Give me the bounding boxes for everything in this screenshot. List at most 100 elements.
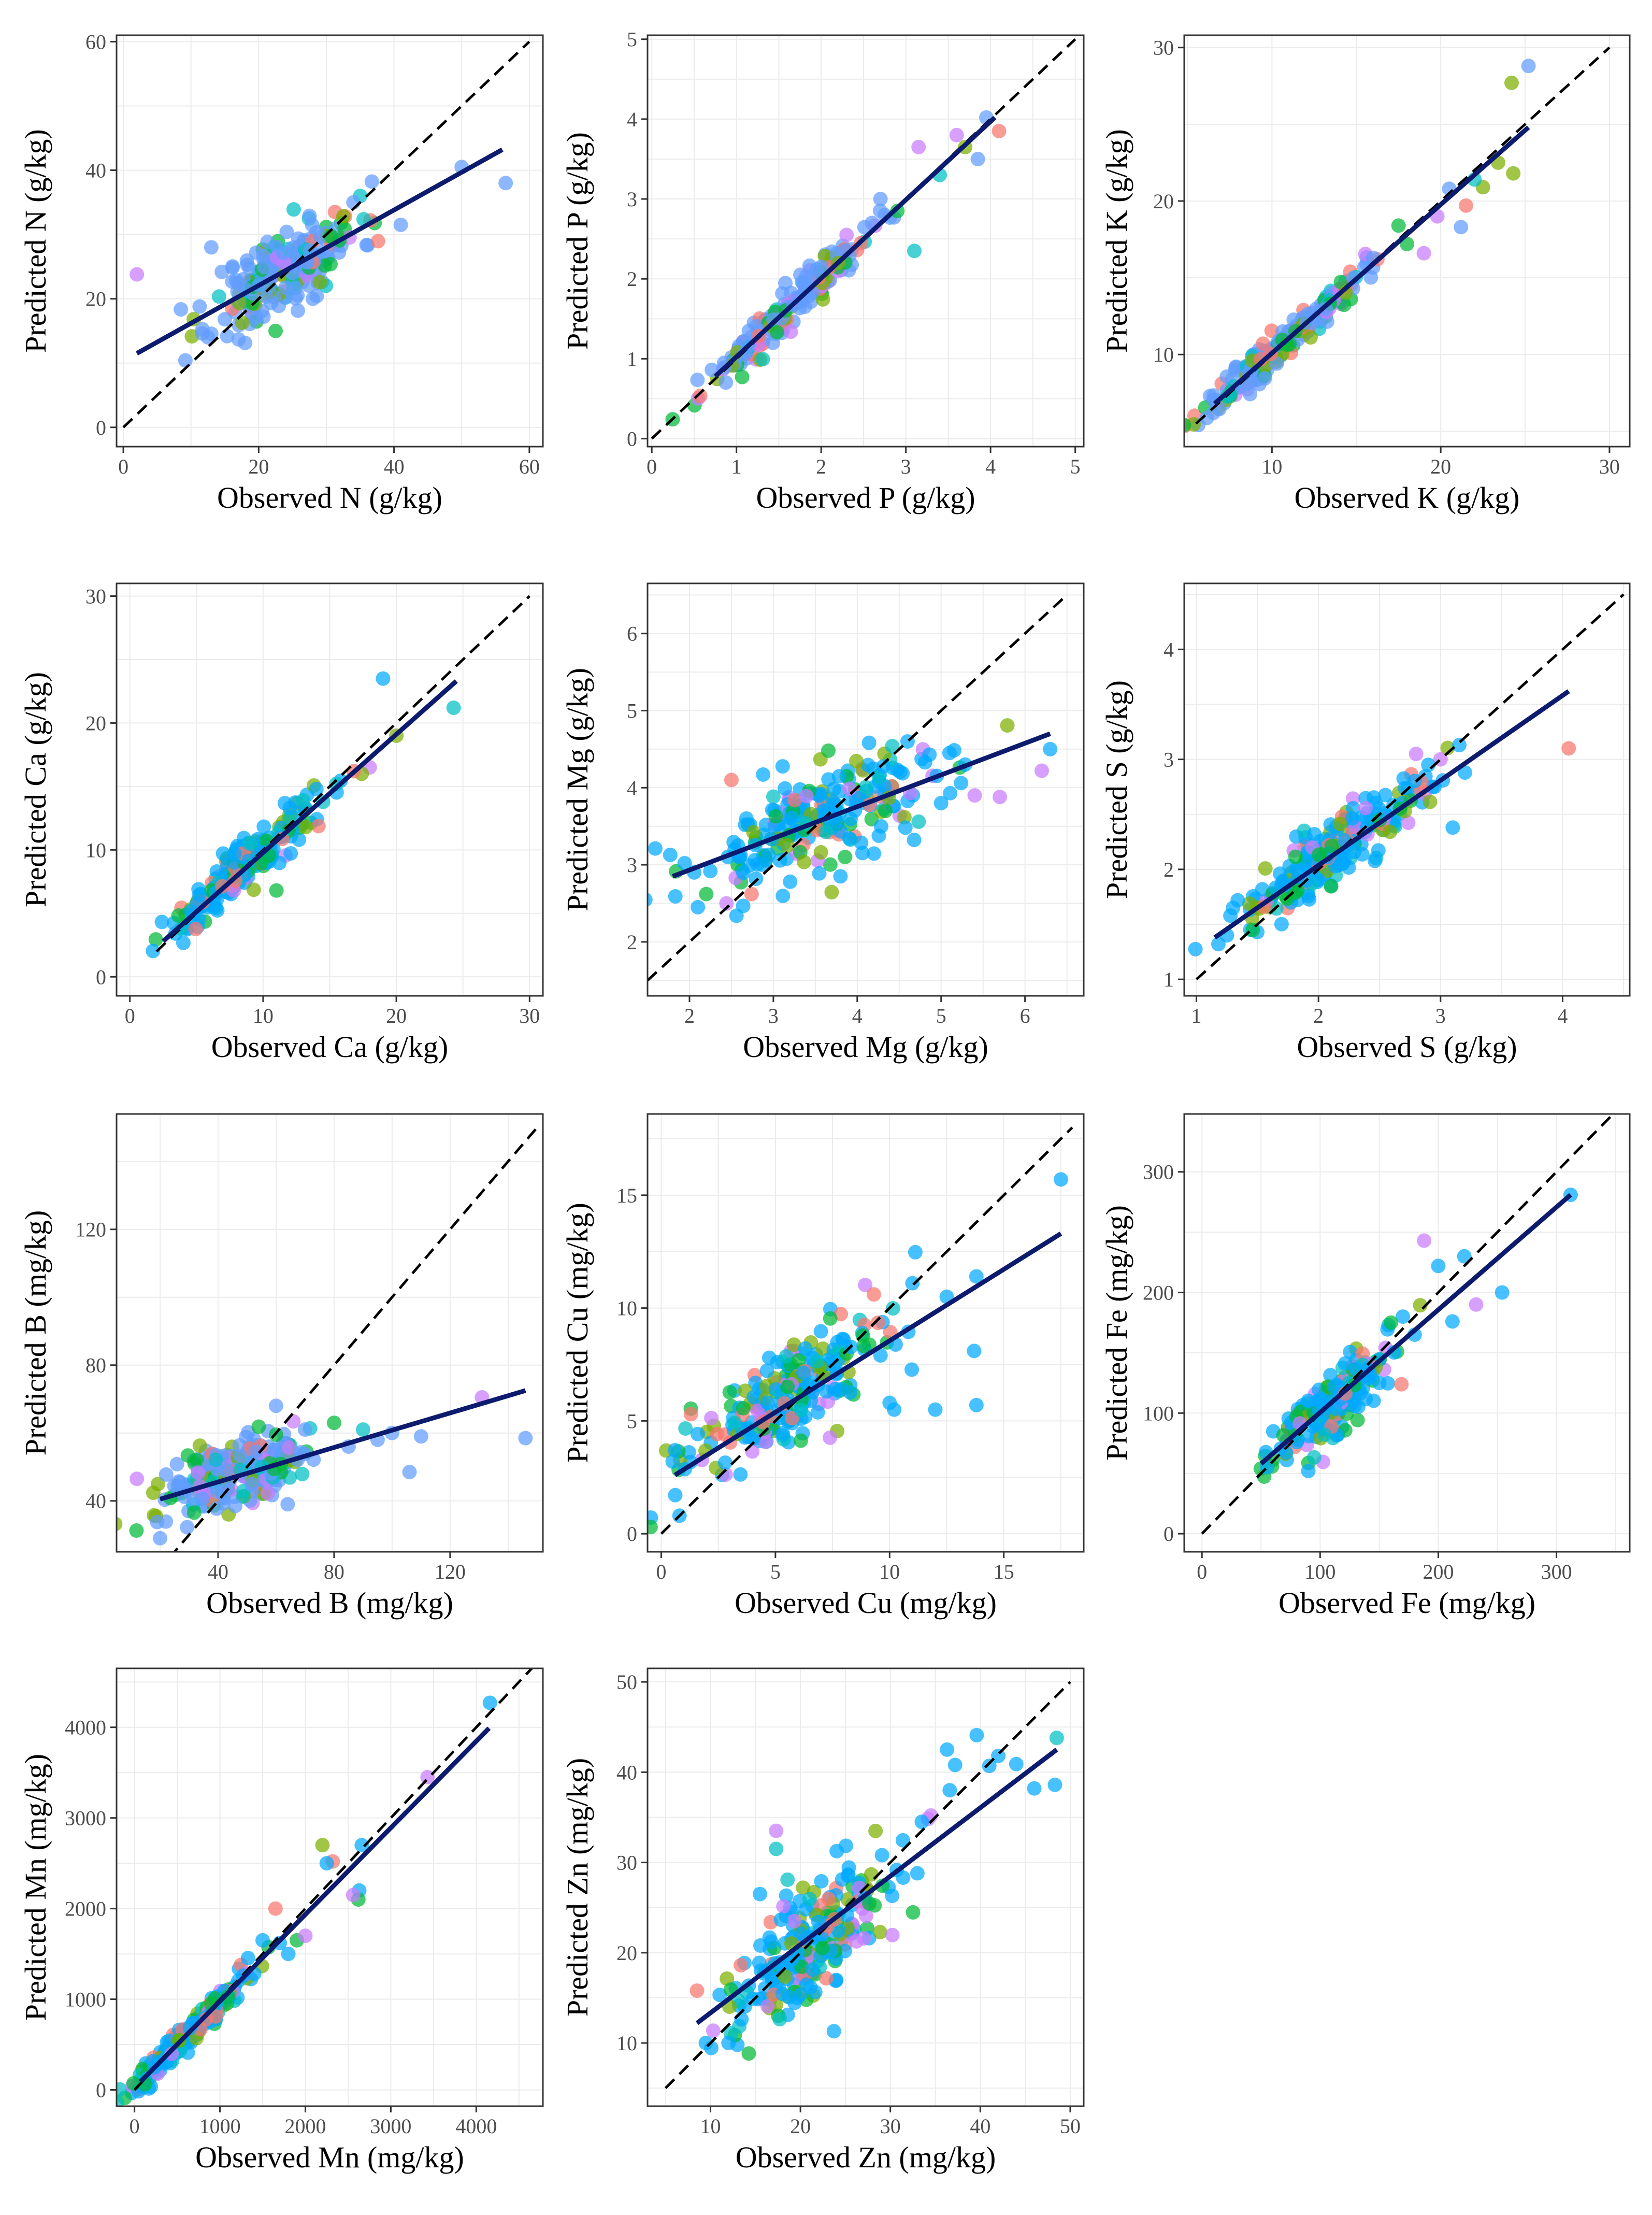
x-tick-label: 10 (1261, 455, 1282, 478)
data-point (238, 335, 253, 350)
data-point (910, 1866, 925, 1881)
data-point (227, 846, 242, 861)
y-tick-label: 2 (1163, 858, 1174, 881)
data-point (868, 1823, 883, 1838)
x-axis-title: Observed P (g/kg) (756, 481, 975, 515)
data-point (1053, 1172, 1068, 1187)
panel-border (1183, 34, 1631, 448)
data-point (1506, 166, 1521, 181)
data-point (706, 2023, 721, 2038)
data-point (1257, 371, 1272, 386)
x-tick-label: 30 (519, 1004, 540, 1027)
data-point (813, 845, 828, 860)
gridlines (1184, 35, 1630, 447)
data-point (849, 753, 864, 768)
panel-border (647, 1113, 1085, 1553)
y-axis-title: Predicted Mn (mg/kg) (19, 1754, 52, 2021)
y-tick-label: 0 (96, 2079, 106, 2102)
data-point (228, 1498, 243, 1513)
x-tick-label: 50 (1060, 2114, 1081, 2138)
data-point (779, 1349, 794, 1364)
data-point (1188, 941, 1203, 956)
data-point (722, 1385, 737, 1400)
y-tick-label: 20 (616, 1941, 637, 1965)
data-point (146, 944, 161, 959)
data-point (282, 801, 297, 816)
x-tick-label: 15 (994, 1560, 1014, 1583)
x-tick-label: 60 (519, 455, 540, 478)
data-point (188, 922, 203, 937)
data-point (907, 833, 922, 848)
data-point (993, 790, 1008, 805)
data-point (281, 1947, 296, 1962)
data-point (1384, 1315, 1399, 1330)
data-point (969, 1727, 984, 1742)
data-point (198, 2011, 213, 2026)
data-point (1307, 827, 1322, 842)
data-point (248, 1444, 263, 1459)
x-tick-label: 5 (770, 1560, 781, 1583)
data-point (1312, 1393, 1327, 1408)
data-point (821, 1891, 836, 1906)
x-tick-label: 40 (384, 455, 405, 478)
x-tick-label: 2 (816, 455, 826, 478)
data-point (783, 874, 798, 889)
data-point (648, 1520, 658, 1535)
x-axis-title: Observed Fe (mg/kg) (1278, 1586, 1535, 1620)
data-point (933, 796, 949, 811)
plot-area (1184, 1114, 1630, 1552)
data-point (1459, 198, 1474, 213)
data-point (219, 1463, 234, 1478)
data-point (180, 1448, 195, 1463)
data-point (648, 841, 663, 856)
data-point (843, 811, 858, 826)
data-point (805, 1962, 820, 1977)
panel-border (116, 34, 544, 448)
data-point (283, 846, 298, 861)
data-point (821, 743, 836, 758)
data-point (1317, 1427, 1332, 1442)
data-point (775, 759, 790, 774)
panel-border (647, 34, 1085, 448)
data-point (355, 1422, 370, 1437)
data-point (1226, 901, 1241, 916)
data-point (967, 788, 982, 803)
data-point (1311, 847, 1326, 862)
data-point (826, 2024, 841, 2039)
x-tick-label: 200 (1423, 1560, 1454, 1583)
data-point (192, 299, 207, 314)
x-tick-label: 3 (1435, 1004, 1446, 1027)
data-point (940, 1742, 955, 1757)
data-point (744, 887, 759, 902)
data-point (182, 2021, 197, 2036)
data-point (130, 1471, 145, 1487)
data-point (947, 1757, 963, 1773)
y-tick-label: 60 (85, 30, 106, 53)
x-tick-label: 40 (208, 1560, 228, 1583)
data-point (873, 192, 888, 207)
x-tick-label: 0 (647, 455, 657, 478)
y-tick-label: 5 (627, 1409, 637, 1433)
data-point (98, 2108, 113, 2122)
data-point (897, 810, 912, 825)
data-point (681, 1445, 696, 1460)
x-tick-label: 4000 (455, 2114, 497, 2138)
data-point (856, 1338, 871, 1353)
data-point (251, 1419, 266, 1434)
panel-border (647, 582, 1085, 997)
data-point (735, 369, 750, 384)
x-tick-label: 30 (880, 2114, 901, 2138)
x-tick-label: 40 (970, 2114, 990, 2138)
data-point (1256, 336, 1271, 351)
data-point (724, 773, 739, 788)
data-point (727, 1416, 742, 1431)
data-point (276, 246, 291, 261)
x-tick-label: 120 (435, 1560, 466, 1583)
data-point (1457, 1249, 1472, 1264)
y-tick-label: 100 (1143, 1402, 1174, 1425)
data-point (775, 889, 791, 904)
data-point (775, 1426, 790, 1441)
data-point (311, 819, 326, 834)
data-point (346, 1888, 361, 1903)
data-point (1372, 1376, 1387, 1391)
